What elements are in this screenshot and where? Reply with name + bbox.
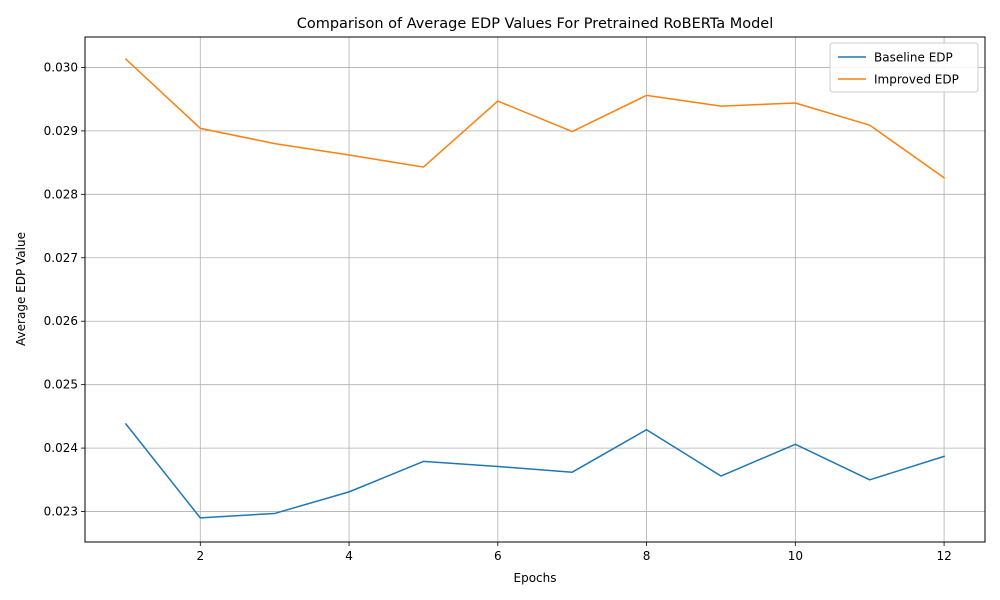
x-tick-label: 4 — [345, 549, 353, 563]
x-tick-label: 2 — [196, 549, 204, 563]
x-tick-label: 12 — [936, 549, 951, 563]
y-tick-label: 0.029 — [44, 124, 78, 138]
grid-lines — [85, 37, 985, 542]
x-tick-label: 6 — [494, 549, 502, 563]
legend: Baseline EDP Improved EDP — [829, 42, 979, 93]
x-axis-ticks: 2 4 6 8 10 12 — [196, 542, 952, 563]
legend-label: Baseline EDP — [874, 51, 953, 65]
y-tick-label: 0.030 — [44, 60, 78, 74]
series-line-baseline-edp — [124, 422, 946, 519]
x-tick-label: 8 — [643, 549, 651, 563]
y-axis-ticks: 0.023 0.024 0.025 0.026 0.027 0.028 0.029 0.030 — [44, 60, 85, 519]
series-line-improved-edp — [124, 58, 946, 179]
legend-box — [829, 42, 979, 93]
y-tick-label: 0.027 — [44, 251, 78, 265]
chart-title: Comparison of Average EDP Values For Pre… — [297, 16, 774, 32]
y-tick-label: 0.024 — [44, 441, 78, 455]
y-tick-label: 0.026 — [44, 314, 78, 328]
x-tick-label: 10 — [788, 549, 803, 563]
y-tick-label: 0.025 — [44, 378, 78, 392]
series-lines — [124, 58, 946, 519]
plot-frame — [84, 36, 986, 543]
legend-label: Improved EDP — [874, 73, 959, 87]
y-tick-label: 0.023 — [44, 505, 78, 519]
x-axis-title: Epochs — [514, 571, 557, 585]
y-tick-label: 0.028 — [44, 187, 78, 201]
y-axis-title: Average EDP Value — [14, 232, 28, 346]
